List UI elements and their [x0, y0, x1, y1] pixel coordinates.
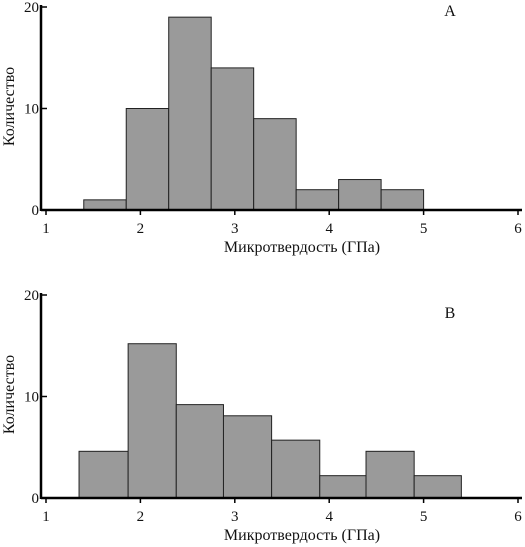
- y-tick-label: 20: [24, 0, 39, 16]
- histogram-bar-8: [380, 189, 425, 211]
- panel-label-a: A: [444, 3, 456, 20]
- x-tick-label: 5: [420, 509, 428, 525]
- y-tick-label: 10: [24, 390, 39, 406]
- histogram-bar-2: [127, 343, 177, 499]
- x-tick-label: 1: [42, 509, 50, 525]
- x-axis-title: Микротвердость (ГПа): [224, 527, 380, 544]
- x-tick-label: 3: [231, 509, 239, 525]
- axis-ticks: [41, 6, 519, 215]
- y-tick-label: 0: [32, 491, 40, 507]
- x-tick-label: 4: [325, 509, 333, 525]
- histogram-bar-4: [222, 415, 273, 499]
- histogram-bar-4: [210, 67, 255, 211]
- histogram-bar-5: [271, 439, 321, 499]
- histogram-bar-2: [125, 108, 170, 211]
- x-tick-label: 2: [137, 221, 145, 237]
- histogram-panel-b: 1 2 3 4 5 6 0 10 20 Микротвердость (ГПа) Количе…: [1, 288, 522, 544]
- x-tick-label: 3: [231, 221, 239, 237]
- histogram-bar-8: [413, 475, 462, 499]
- histogram-panel-a: 1 2 3 4 5 6 0 10 20 Микротвердость (ГПа) Количе…: [1, 0, 522, 256]
- y-tick-label: 0: [32, 203, 40, 219]
- bars: [78, 343, 462, 499]
- bars: [83, 16, 425, 211]
- x-axis-title: Микротвердость (ГПа): [224, 239, 380, 256]
- y-axis-title: Количество: [1, 355, 18, 434]
- histogram-bar-3: [175, 404, 224, 499]
- x-tick-label: 6: [514, 221, 522, 237]
- axis-ticks: [41, 294, 519, 503]
- x-tick-label: 2: [137, 509, 145, 525]
- histogram-bar-1: [78, 450, 129, 499]
- x-tick-label: 4: [325, 221, 333, 237]
- x-tick-labels: 1 2 3 4 5 6: [42, 221, 522, 237]
- histogram-bar-5: [253, 118, 297, 211]
- y-axis-title: Количество: [1, 67, 18, 146]
- x-tick-labels: 1 2 3 4 5 6: [42, 509, 522, 525]
- histogram-bar-6: [319, 475, 367, 499]
- y-tick-label: 20: [24, 288, 39, 304]
- panel-label-b: B: [445, 305, 456, 322]
- y-tick-labels: 0 10 20: [24, 0, 39, 219]
- histogram-bar-1: [83, 199, 127, 211]
- histogram-bar-7: [338, 179, 382, 211]
- x-tick-label: 1: [42, 221, 50, 237]
- histogram-bar-7: [365, 450, 415, 499]
- x-tick-label: 5: [420, 221, 428, 237]
- histogram-bar-3: [168, 16, 212, 211]
- y-tick-label: 10: [24, 102, 39, 118]
- histogram-bar-6: [295, 189, 340, 211]
- y-tick-labels: 0 10 20: [24, 288, 39, 507]
- x-tick-label: 6: [514, 509, 522, 525]
